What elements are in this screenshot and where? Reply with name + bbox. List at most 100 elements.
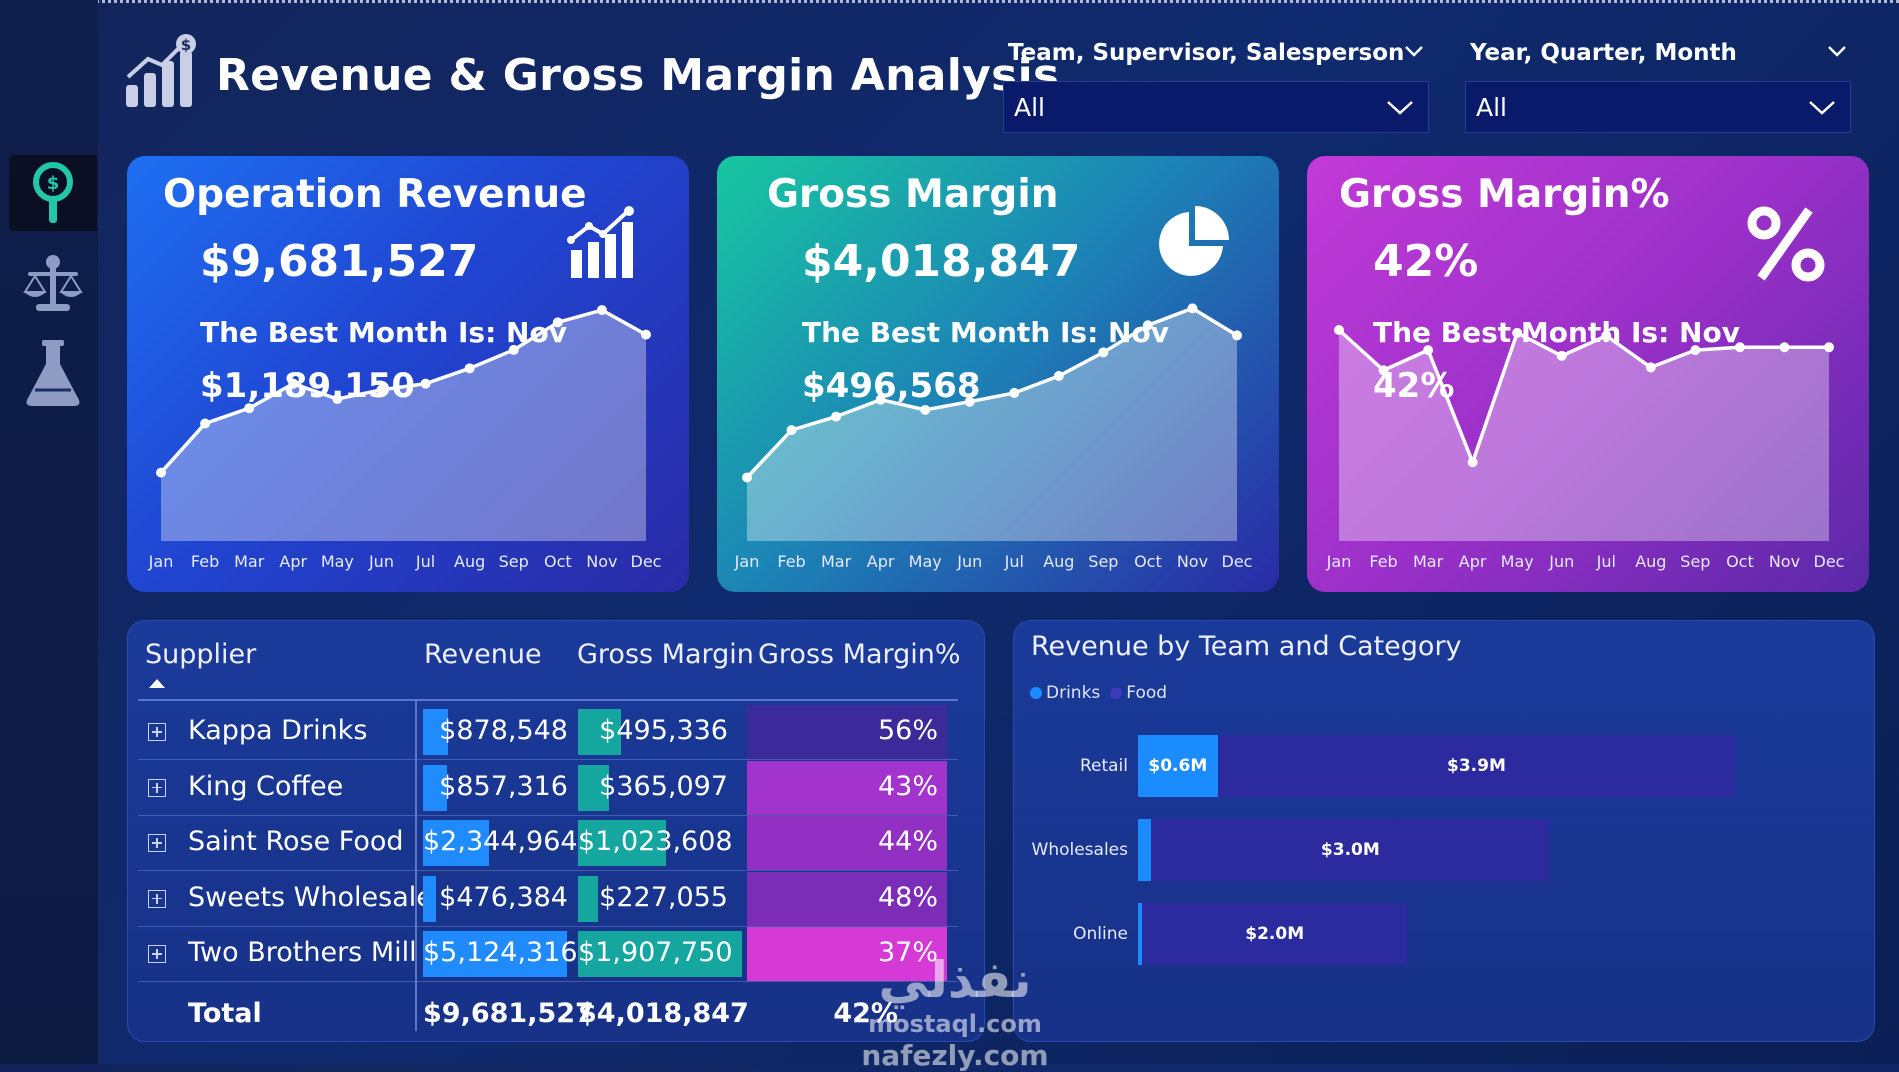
legend-item-food[interactable]: Food bbox=[1110, 683, 1167, 703]
sparkline-point-jul[interactable] bbox=[420, 378, 431, 389]
month-tick-sep: Sep bbox=[1088, 552, 1119, 571]
sparkline-point-jun[interactable] bbox=[376, 384, 387, 395]
bar-online-food[interactable] bbox=[1141, 903, 1408, 965]
sparkline-point-may[interactable] bbox=[332, 394, 343, 404]
sparkline-point-dec[interactable] bbox=[1232, 330, 1242, 341]
sparkline-point-sep[interactable] bbox=[508, 344, 519, 355]
sparkline-point-may[interactable] bbox=[1512, 327, 1523, 338]
table-row[interactable]: King Coffee $857,316 $365,097 43% bbox=[128, 760, 984, 816]
bar-retail-drinks[interactable] bbox=[1138, 735, 1218, 797]
slicer-team-dropdown[interactable]: All bbox=[1003, 81, 1429, 133]
supplier-name: Two Brothers Mill bbox=[188, 937, 417, 968]
sparkline-point-feb[interactable] bbox=[786, 425, 797, 436]
sparkline-point-jun[interactable] bbox=[964, 396, 975, 407]
legend-item-drinks[interactable]: Drinks bbox=[1030, 683, 1100, 703]
month-tick-mar: Mar bbox=[820, 552, 852, 571]
revenue-databar bbox=[423, 820, 489, 866]
sparkline-point-dec[interactable] bbox=[641, 329, 651, 340]
sidebar-item-balance[interactable] bbox=[9, 245, 97, 321]
sort-ascending-icon[interactable] bbox=[148, 677, 166, 689]
month-axis: Jan Feb Mar Apr May Jun Jul Aug Sep Oct Nov Dec bbox=[717, 552, 1279, 576]
sparkline-point-jan[interactable] bbox=[1334, 325, 1344, 335]
watermark-arabic: نفذلي bbox=[878, 951, 1032, 1009]
revenue-value: $476,384 bbox=[439, 881, 568, 913]
expand-row-icon[interactable] bbox=[148, 945, 166, 963]
sparkline-point-mar[interactable] bbox=[244, 403, 255, 414]
kpi-card-revenue[interactable]: Operation Revenue $9,681,527 The Best Mo… bbox=[127, 156, 689, 592]
month-tick-mar: Mar bbox=[234, 552, 265, 571]
month-tick-may: May bbox=[908, 552, 942, 571]
gross-margin-value: $1,023,608 bbox=[578, 826, 733, 857]
month-tick-apr: Apr bbox=[1458, 552, 1487, 571]
sparkline-point-apr[interactable] bbox=[288, 378, 299, 389]
sparkline-point-aug[interactable] bbox=[1645, 362, 1656, 373]
sparkline-point-feb[interactable] bbox=[1378, 365, 1389, 376]
month-tick-feb: Feb bbox=[777, 552, 806, 571]
sparkline-point-jul[interactable] bbox=[1009, 387, 1020, 398]
bar-wholesales-food[interactable] bbox=[1151, 819, 1550, 881]
sparkline-point-nov[interactable] bbox=[596, 305, 607, 316]
sparkline-point-oct[interactable] bbox=[552, 317, 563, 328]
gross-margin-value: $1,907,750 bbox=[578, 937, 733, 968]
sidebar-item-overview[interactable]: $ bbox=[9, 155, 97, 231]
sparkline-line bbox=[1337, 328, 1829, 468]
kpi-best-month: The Best Month Is: Nov bbox=[200, 316, 567, 349]
expand-row-icon[interactable] bbox=[148, 778, 166, 797]
table-row[interactable]: Saint Rose Food $2,344,964 $1,023,608 44% bbox=[128, 816, 984, 871]
sparkline-point-may[interactable] bbox=[920, 404, 931, 415]
sparkline-point-feb[interactable] bbox=[200, 418, 211, 429]
sparkline-point-sep[interactable] bbox=[1098, 347, 1109, 358]
bar-retail-food[interactable] bbox=[1217, 735, 1736, 797]
sparkline-point-apr[interactable] bbox=[875, 394, 886, 405]
column-header-gross-margin-pct[interactable]: Gross Margin% bbox=[758, 639, 961, 670]
bar-wholesales-drinks[interactable] bbox=[1138, 819, 1152, 881]
sparkline-point-jan[interactable] bbox=[156, 467, 166, 478]
sparkline-point-nov[interactable] bbox=[1187, 303, 1198, 314]
slicer-date-dropdown[interactable]: All bbox=[1465, 81, 1851, 133]
kpi-card-gross-margin-pct[interactable]: Gross Margin% 42% The Best Month Is: Nov… bbox=[1307, 156, 1869, 592]
total-revenue: $9,681,527 bbox=[423, 998, 594, 1029]
kpi-card-gross-margin[interactable]: Gross Margin $4,018,847 The Best Month I… bbox=[717, 156, 1279, 592]
supplier-table: Supplier Revenue Gross Margin Gross Marg… bbox=[127, 620, 985, 1042]
month-tick-jul: Jul bbox=[1596, 552, 1616, 571]
expand-row-icon[interactable] bbox=[148, 889, 166, 908]
month-tick-dec: Dec bbox=[1221, 552, 1253, 571]
sparkline-point-oct[interactable] bbox=[1734, 342, 1745, 353]
category-label-online: Online bbox=[1073, 924, 1128, 944]
sparkline-point-jan[interactable] bbox=[742, 472, 752, 483]
table-row[interactable]: Two Brothers Mill $5,124,316 $1,907,750 37% bbox=[128, 927, 984, 982]
gross-margin-pct-cell bbox=[747, 760, 947, 815]
sparkline-point-sep[interactable] bbox=[1690, 345, 1701, 356]
month-tick-jun: Jun bbox=[957, 552, 983, 571]
sparkline-point-oct[interactable] bbox=[1142, 320, 1153, 331]
table-row[interactable]: Kappa Drinks $878,548 $495,336 56% bbox=[128, 705, 984, 760]
sidebar-item-lab[interactable] bbox=[9, 335, 97, 411]
sparkline-point-dec[interactable] bbox=[1824, 342, 1834, 353]
row-separator bbox=[138, 759, 958, 760]
gross-margin-pct-sparkline bbox=[1334, 325, 1834, 541]
sparkline-point-aug[interactable] bbox=[464, 363, 475, 374]
month-tick-jul: Jul bbox=[1004, 552, 1024, 571]
kpi-best-value: 42% bbox=[1373, 366, 1455, 406]
sparkline-point-mar[interactable] bbox=[1423, 345, 1434, 356]
sparkline-point-jul[interactable] bbox=[1601, 330, 1612, 341]
chevron-down-icon[interactable] bbox=[1403, 40, 1425, 62]
bar-online-drinks[interactable] bbox=[1138, 903, 1145, 965]
expand-row-icon[interactable] bbox=[148, 723, 166, 741]
sparkline-point-aug[interactable] bbox=[1053, 371, 1064, 381]
sparkline-point-apr[interactable] bbox=[1467, 457, 1478, 468]
table-row[interactable]: Sweets Wholesale $476,384 $227,055 48% bbox=[128, 871, 984, 927]
month-tick-apr: Apr bbox=[279, 552, 308, 571]
sparkline-point-nov[interactable] bbox=[1779, 342, 1790, 353]
column-header-revenue[interactable]: Revenue bbox=[424, 639, 542, 670]
sparkline-point-jun[interactable] bbox=[1556, 350, 1567, 361]
column-header-supplier[interactable]: Supplier bbox=[145, 639, 257, 670]
supplier-name: Kappa Drinks bbox=[188, 715, 368, 746]
kpi-value: $4,018,847 bbox=[802, 236, 1081, 287]
expand-row-icon[interactable] bbox=[148, 834, 166, 852]
column-header-gross-margin[interactable]: Gross Margin bbox=[577, 639, 754, 670]
sparkline-point-mar[interactable] bbox=[831, 411, 842, 422]
total-gross-margin-pct: 42% bbox=[833, 998, 898, 1029]
chevron-down-icon[interactable] bbox=[1826, 40, 1848, 62]
gross-margin-pct-cell bbox=[747, 927, 947, 981]
